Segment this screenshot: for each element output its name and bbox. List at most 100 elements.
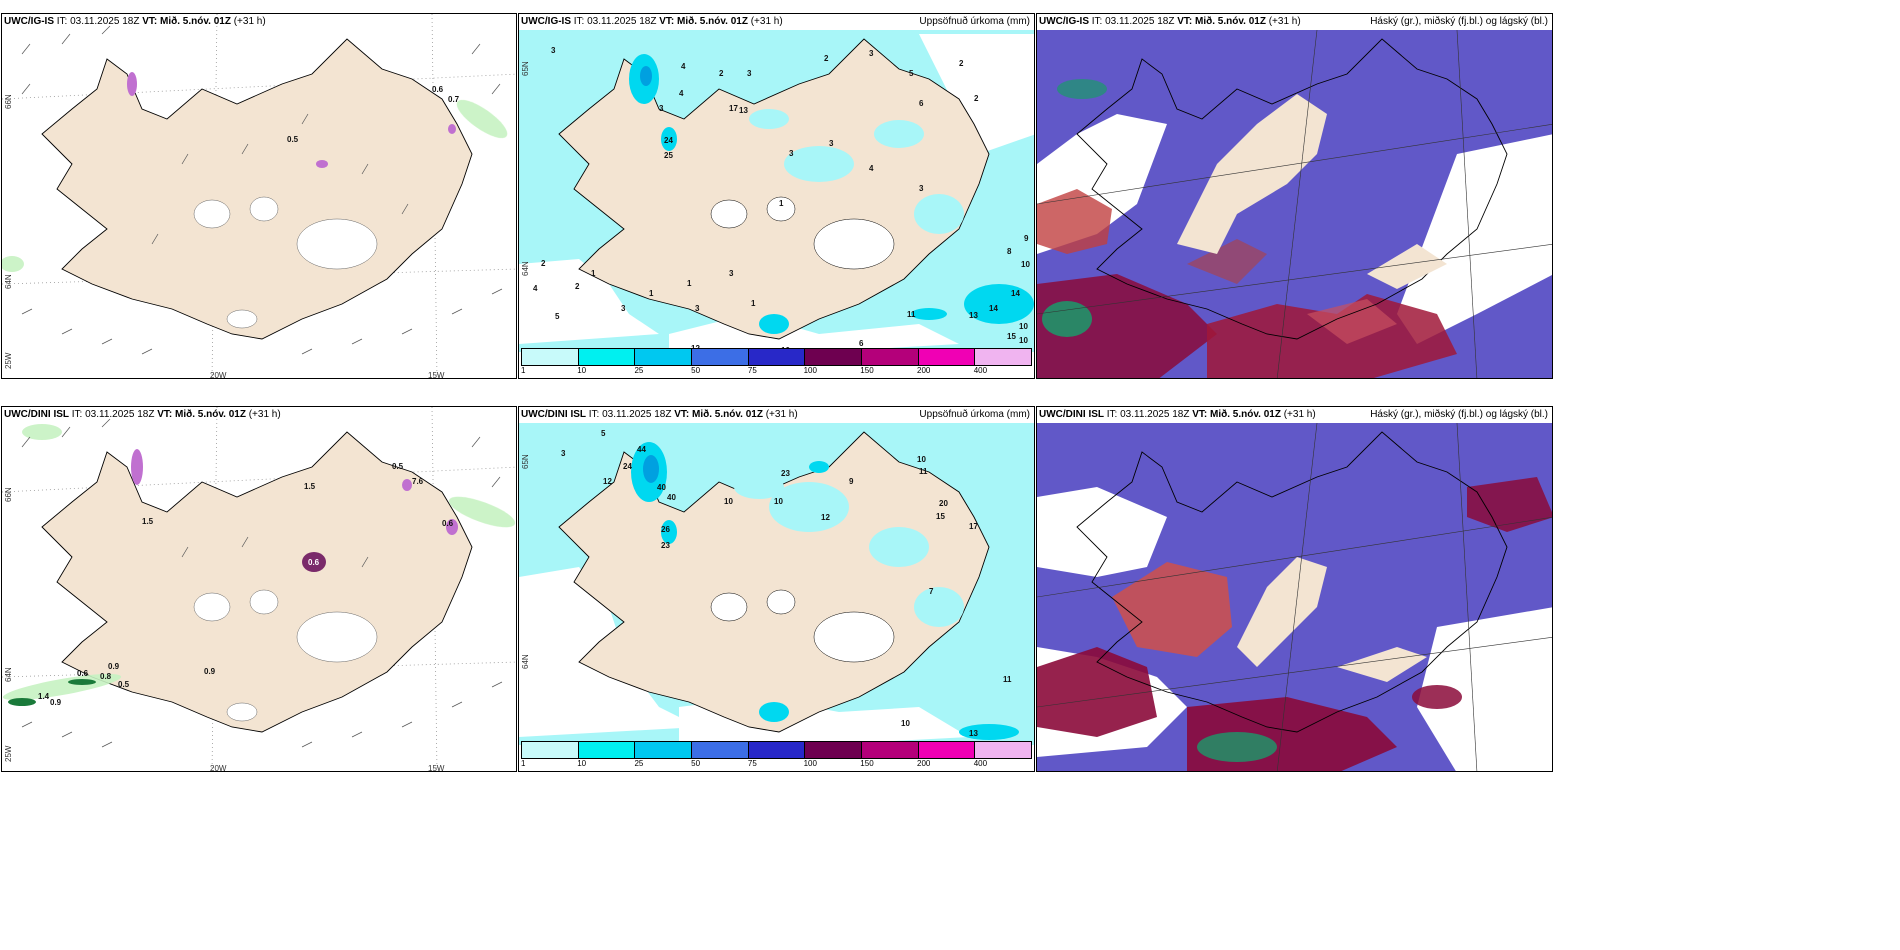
value-label: 0.5	[287, 135, 299, 144]
value-label: 3	[551, 46, 556, 55]
value-label: 1	[751, 299, 756, 308]
value-label: 0.7	[448, 95, 460, 104]
panel-title: UWC/DINI ISL IT: 03.11.2025 18Z VT: Mið.…	[4, 409, 281, 420]
value-label: 0.6	[432, 85, 444, 94]
value-label: 40	[657, 483, 666, 492]
value-label: 3	[919, 184, 924, 193]
cloud-map	[1037, 422, 1552, 771]
colorbar-tick: 400	[973, 759, 988, 768]
colorbar-tick: 200	[917, 366, 931, 375]
colorbar-tick: 25	[634, 366, 644, 375]
colorbar-bin	[975, 349, 1032, 365]
precip-map	[519, 423, 1034, 745]
value-label: 3	[789, 149, 794, 158]
colorbar-bin	[578, 742, 636, 758]
value-label: 0.9	[50, 698, 62, 707]
lon-label: 15W	[428, 371, 445, 379]
panel-title: UWC/DINI ISL IT: 03.11.2025 18Z VT: Mið.…	[1039, 409, 1316, 420]
value-label: 7.6	[412, 477, 424, 486]
panel-subtitle: Háský (gr.), miðský (fj.bl.) og lágský (…	[1370, 16, 1548, 27]
value-label: 23	[661, 541, 670, 550]
panel-subtitle: Uppsöfnuð úrkoma (mm)	[919, 409, 1030, 420]
value-label: 3	[829, 139, 834, 148]
value-label: 6	[859, 339, 864, 348]
colorbar-tick: 1	[521, 759, 526, 768]
value-label: 23	[781, 469, 790, 478]
value-label: 25	[664, 151, 673, 160]
value-label: 13	[969, 729, 978, 738]
value-label: 1	[687, 279, 692, 288]
value-label: 0.9	[204, 667, 216, 676]
colorbar-tick: 10	[577, 759, 587, 768]
value-label: 3	[747, 69, 752, 78]
value-label: 1	[591, 269, 596, 278]
value-label: 17	[969, 522, 978, 531]
lat-label: 65N	[521, 454, 530, 469]
colorbar-bin	[975, 742, 1032, 758]
colorbar-bin	[692, 742, 749, 758]
value-label: 6	[919, 99, 924, 108]
value-label: 9	[849, 477, 854, 486]
cloud-map	[1037, 29, 1552, 378]
value-label: 3	[659, 104, 664, 113]
colorbar-bin	[635, 742, 693, 758]
value-label: 13	[969, 311, 978, 320]
colorbar-tick: 150	[860, 759, 874, 768]
value-label: 2	[824, 54, 829, 63]
value-label: 15	[1007, 332, 1016, 341]
value-label: 3	[695, 304, 700, 313]
value-label: 5	[601, 429, 606, 438]
value-label: 4	[533, 284, 538, 293]
value-label: 24	[664, 136, 673, 145]
colorbar-bin	[805, 349, 863, 365]
panel-subtitle: Háský (gr.), miðský (fj.bl.) og lágský (…	[1370, 409, 1548, 420]
value-label: 40	[667, 493, 676, 502]
lat-label: 64N	[521, 261, 530, 276]
lat-label: 64N	[4, 274, 13, 289]
colorbar-tick: 75	[747, 759, 757, 768]
value-label: 1.5	[142, 517, 154, 526]
colorbar-tick: 1	[521, 366, 526, 375]
value-label: 9	[1024, 234, 1029, 243]
map-panel-igis-clouds: UWC/IG-IS IT: 03.11.2025 18Z VT: Mið. 5.…	[1036, 13, 1553, 379]
value-label: 2	[974, 94, 979, 103]
value-label: 3	[621, 304, 626, 313]
lat-label: 64N	[4, 667, 13, 682]
map-panel-dini-precip: UWC/DINI ISL IT: 03.11.2025 18Z VT: Mið.…	[518, 406, 1035, 772]
colorbar-tick: 400	[973, 366, 988, 375]
value-label: 0.5	[392, 462, 404, 471]
colorbar-bin	[862, 742, 919, 758]
value-label: 44	[637, 445, 646, 454]
lat-label: 66N	[4, 94, 13, 109]
lat-label: 64N	[521, 654, 530, 669]
lat-label: 65N	[521, 61, 530, 76]
value-label: 11	[907, 310, 916, 319]
value-label: 4	[679, 89, 684, 98]
value-label: 2	[541, 259, 546, 268]
panel-subtitle: Uppsöfnuð úrkoma (mm)	[919, 16, 1030, 27]
value-label: 10	[1019, 322, 1028, 331]
value-label: 1	[779, 199, 784, 208]
value-label: 12	[821, 513, 830, 522]
panel-title: UWC/IG-IS IT: 03.11.2025 18Z VT: Mið. 5.…	[1039, 16, 1301, 27]
colorbar-bin	[522, 742, 579, 758]
lon-label: 15W	[428, 764, 445, 772]
value-label: 11	[919, 467, 928, 476]
value-label: 20	[939, 499, 948, 508]
value-label: 0.6	[442, 519, 454, 528]
colorbar-bin	[748, 349, 806, 365]
colorbar-tick: 100	[803, 759, 817, 768]
value-label: 26	[661, 525, 670, 534]
value-label: 14	[1011, 289, 1020, 298]
colorbar-tick: 25	[634, 759, 644, 768]
value-label: 4	[681, 62, 686, 71]
colorbar-tick: 10	[577, 366, 587, 375]
value-label: 24	[623, 462, 632, 471]
colorbar-bin	[692, 349, 749, 365]
colorbar-tick: 50	[691, 759, 701, 768]
map-panel-dini-clouds: UWC/DINI ISL IT: 03.11.2025 18Z VT: Mið.…	[1036, 406, 1553, 772]
colorbar-bin	[862, 349, 919, 365]
value-label: 0.9	[108, 662, 120, 671]
value-label: 8	[1007, 247, 1012, 256]
value-label: 7	[929, 587, 934, 596]
